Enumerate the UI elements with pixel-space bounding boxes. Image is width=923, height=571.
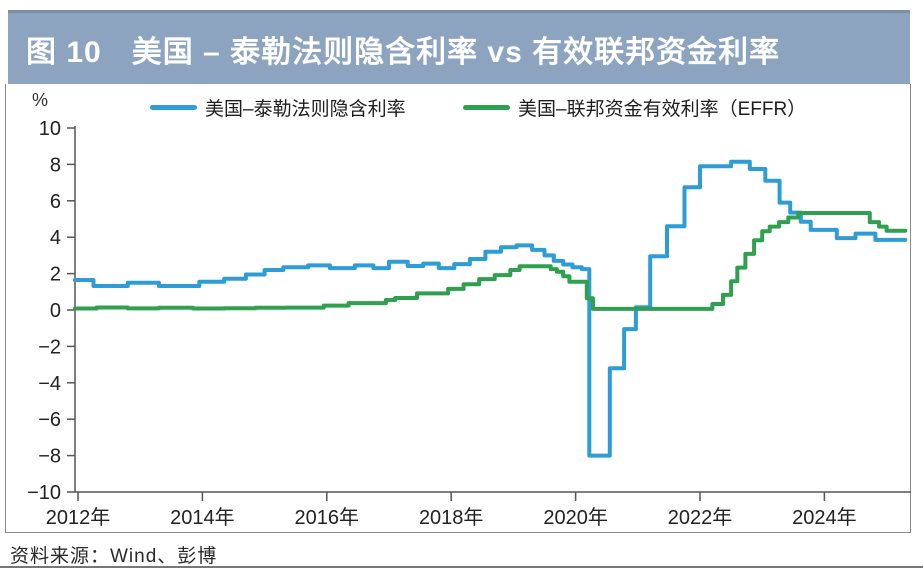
legend-item-effr: 美国–联邦资金有效利率（EFFR） (463, 94, 806, 121)
legend-label-effr: 美国–联邦资金有效利率（EFFR） (518, 99, 807, 120)
chart-legend: 美国–泰勒法则隐含利率 美国–联邦资金有效利率（EFFR） (0, 94, 923, 124)
y-tick-label: 6 (50, 191, 61, 213)
x-tick-label: 2018年 (419, 506, 484, 529)
taylor-rule-line (72, 159, 908, 458)
y-tick-label: −10 (27, 482, 61, 504)
page-bottom-divider (0, 566, 923, 568)
y-tick-label: −4 (38, 373, 61, 395)
x-tick-label: 2022年 (668, 506, 733, 529)
y-tick-label: 8 (50, 154, 61, 176)
x-tick-label: 2016年 (295, 506, 360, 529)
figure-title-bar: 图 10 美国 – 泰勒法则隐含利率 vs 有效联邦资金利率 (8, 10, 910, 84)
y-tick-label: 4 (50, 227, 61, 249)
legend-label-taylor-rule: 美国–泰勒法则隐含利率 (205, 99, 406, 120)
x-tick-label: 2014年 (170, 506, 235, 529)
figure-number: 图 10 (26, 35, 102, 69)
effr-line (72, 211, 908, 311)
x-tick-label: 2012年 (46, 506, 111, 529)
y-tick-label: 10 (39, 118, 61, 140)
y-tick-label: −2 (38, 336, 61, 358)
legend-line-swatch-taylor (150, 105, 197, 110)
y-axis-unit-label: % (32, 90, 49, 110)
x-tick-label: 2020年 (543, 506, 608, 529)
y-tick-label: 2 (50, 264, 61, 286)
y-tick-label: −6 (38, 409, 61, 431)
figure-title: 美国 – 泰勒法则隐含利率 vs 有效联邦资金利率 (131, 35, 781, 69)
y-tick-label: 0 (50, 300, 61, 322)
y-tick-label: −8 (38, 446, 61, 468)
legend-line-swatch-effr (463, 105, 510, 110)
x-tick-label: 2024年 (792, 506, 857, 529)
legend-item-taylor-rule: 美国–泰勒法则隐含利率 (150, 94, 406, 121)
source-note: 资料来源：Wind、彭博 (10, 546, 218, 567)
